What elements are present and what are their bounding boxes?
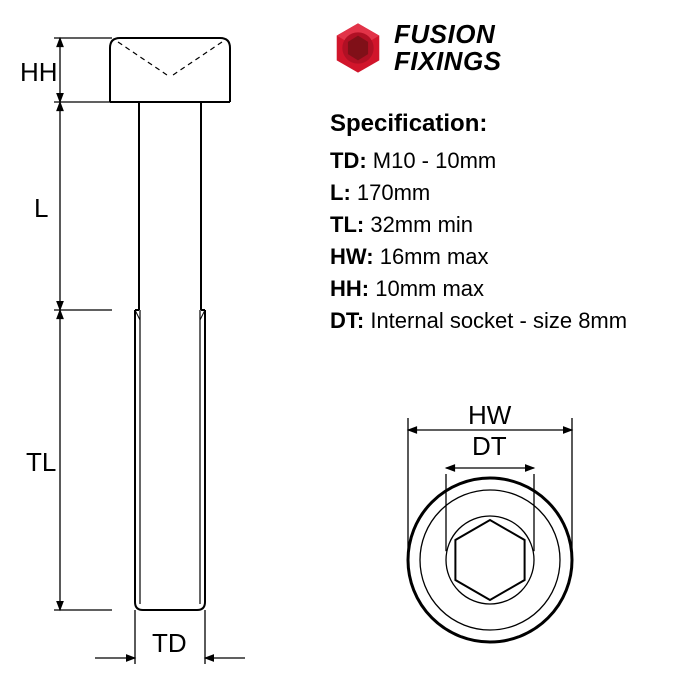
thread-outer-right <box>197 310 205 610</box>
head-outer-circle <box>408 478 572 642</box>
socket-circle <box>446 516 534 604</box>
hex-socket <box>455 520 524 600</box>
label-hw: HW <box>468 400 511 431</box>
thread-outer-left <box>135 310 143 610</box>
label-td: TD <box>152 628 187 659</box>
head-v-line <box>170 42 222 77</box>
label-dt: DT <box>472 431 507 462</box>
label-l: L <box>34 193 48 224</box>
head-inner-ring <box>420 490 560 630</box>
bolt-head-outline <box>110 38 230 102</box>
label-tl: TL <box>26 447 56 478</box>
label-hh: HH <box>20 57 58 88</box>
head-v-line <box>118 42 170 77</box>
engineering-diagram <box>0 0 700 700</box>
